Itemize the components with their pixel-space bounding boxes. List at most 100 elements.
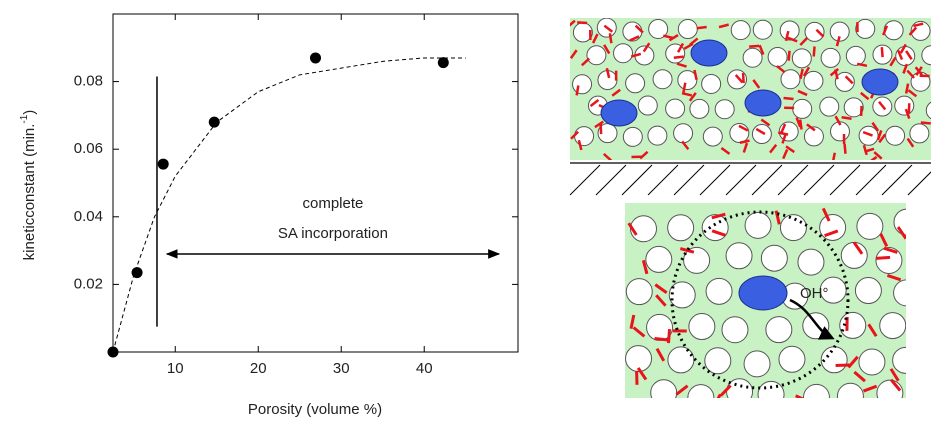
pore [880, 313, 906, 339]
substrate-hatch [570, 165, 600, 195]
x-tick-label: 40 [416, 360, 433, 377]
y-tick-label: 0.06 [74, 140, 103, 157]
y-axis-label: kineticconstant (min.-1) [19, 110, 38, 261]
pore [821, 347, 847, 373]
dye-molecule [836, 365, 850, 366]
pore [915, 385, 931, 411]
substrate-hatch [804, 165, 834, 195]
substrate-hatch [674, 165, 704, 195]
pore [840, 312, 866, 338]
pore [820, 97, 839, 116]
pore [626, 279, 652, 305]
pore [884, 21, 903, 40]
pore [688, 385, 714, 411]
plot-frame [113, 14, 518, 352]
pore [753, 20, 772, 39]
data-point [209, 117, 220, 128]
annotation: SA incorporation [278, 225, 388, 242]
pore [648, 126, 667, 145]
pore [804, 71, 823, 90]
dye-molecule [876, 257, 890, 258]
pore [758, 381, 784, 407]
x-tick-label: 20 [250, 360, 267, 377]
chart: Porosity (volume %) kineticconstant (min… [19, 14, 518, 418]
pore [779, 346, 805, 372]
x-axis-label: Porosity (volume %) [248, 401, 382, 418]
pore [780, 21, 799, 40]
dye-molecule [784, 98, 794, 99]
pore [821, 48, 840, 67]
y-axis-label-end: ) [21, 110, 38, 115]
pore [918, 247, 931, 273]
pore [623, 127, 642, 146]
pore [689, 314, 715, 340]
dye-molecule [921, 122, 931, 123]
catalyst-particle [745, 90, 781, 116]
dye-molecule [610, 33, 612, 43]
data-point [132, 267, 143, 278]
radical-label: OH° [800, 285, 829, 302]
pore [668, 347, 694, 373]
dye-molecule [655, 338, 669, 340]
catalyst-particle [601, 100, 637, 126]
substrate-hatch [856, 165, 886, 195]
pore [837, 383, 863, 409]
dye-molecule [842, 117, 852, 119]
substrate-hatch [700, 165, 730, 195]
dye-molecule [577, 86, 579, 96]
pore [859, 349, 885, 375]
data-point [158, 159, 169, 170]
pore [744, 351, 770, 377]
pore [575, 127, 594, 146]
pore [910, 124, 929, 143]
pore [573, 75, 592, 94]
pore [722, 317, 748, 343]
y-tick-label: 0.04 [74, 208, 103, 225]
substrate-hatch [908, 165, 931, 195]
pore [793, 99, 812, 118]
dye-molecule [882, 47, 883, 57]
dye-molecule [668, 329, 669, 343]
pore [626, 346, 652, 372]
diagram: OH° [567, 18, 931, 411]
x-tick-label: 10 [167, 360, 184, 377]
pore [846, 46, 865, 65]
pore [886, 126, 905, 145]
pore [915, 312, 931, 338]
pore [678, 20, 697, 39]
pore [855, 278, 881, 304]
pore [666, 99, 685, 118]
dye-molecule [749, 46, 759, 47]
pore [715, 100, 734, 119]
substrate-hatch [752, 165, 782, 195]
pore [896, 47, 915, 66]
pore [702, 74, 721, 93]
pore [798, 249, 824, 275]
pore [631, 216, 657, 242]
pore [895, 96, 914, 115]
dye-molecule [743, 73, 744, 83]
pore [768, 48, 787, 67]
pore [626, 74, 645, 93]
fit-curve [113, 58, 466, 352]
pore [743, 48, 762, 67]
pore [780, 215, 806, 241]
pore [876, 247, 902, 273]
pore [651, 380, 677, 406]
y-tick-label: 0.02 [74, 275, 103, 292]
pore [745, 212, 771, 238]
pore [702, 215, 728, 241]
dye-molecule [697, 27, 707, 28]
substrate-hatch [778, 165, 808, 195]
pore [703, 127, 722, 146]
dye-molecule [814, 47, 815, 57]
substrate-hatch [596, 165, 626, 195]
pore [859, 126, 878, 145]
pore [653, 70, 672, 89]
x-tick-label: 30 [333, 360, 350, 377]
figure: Porosity (volume %) kineticconstant (min… [0, 0, 931, 421]
pore [803, 384, 829, 410]
active-particle [739, 276, 787, 310]
pore [752, 125, 771, 144]
data-point [108, 347, 119, 358]
